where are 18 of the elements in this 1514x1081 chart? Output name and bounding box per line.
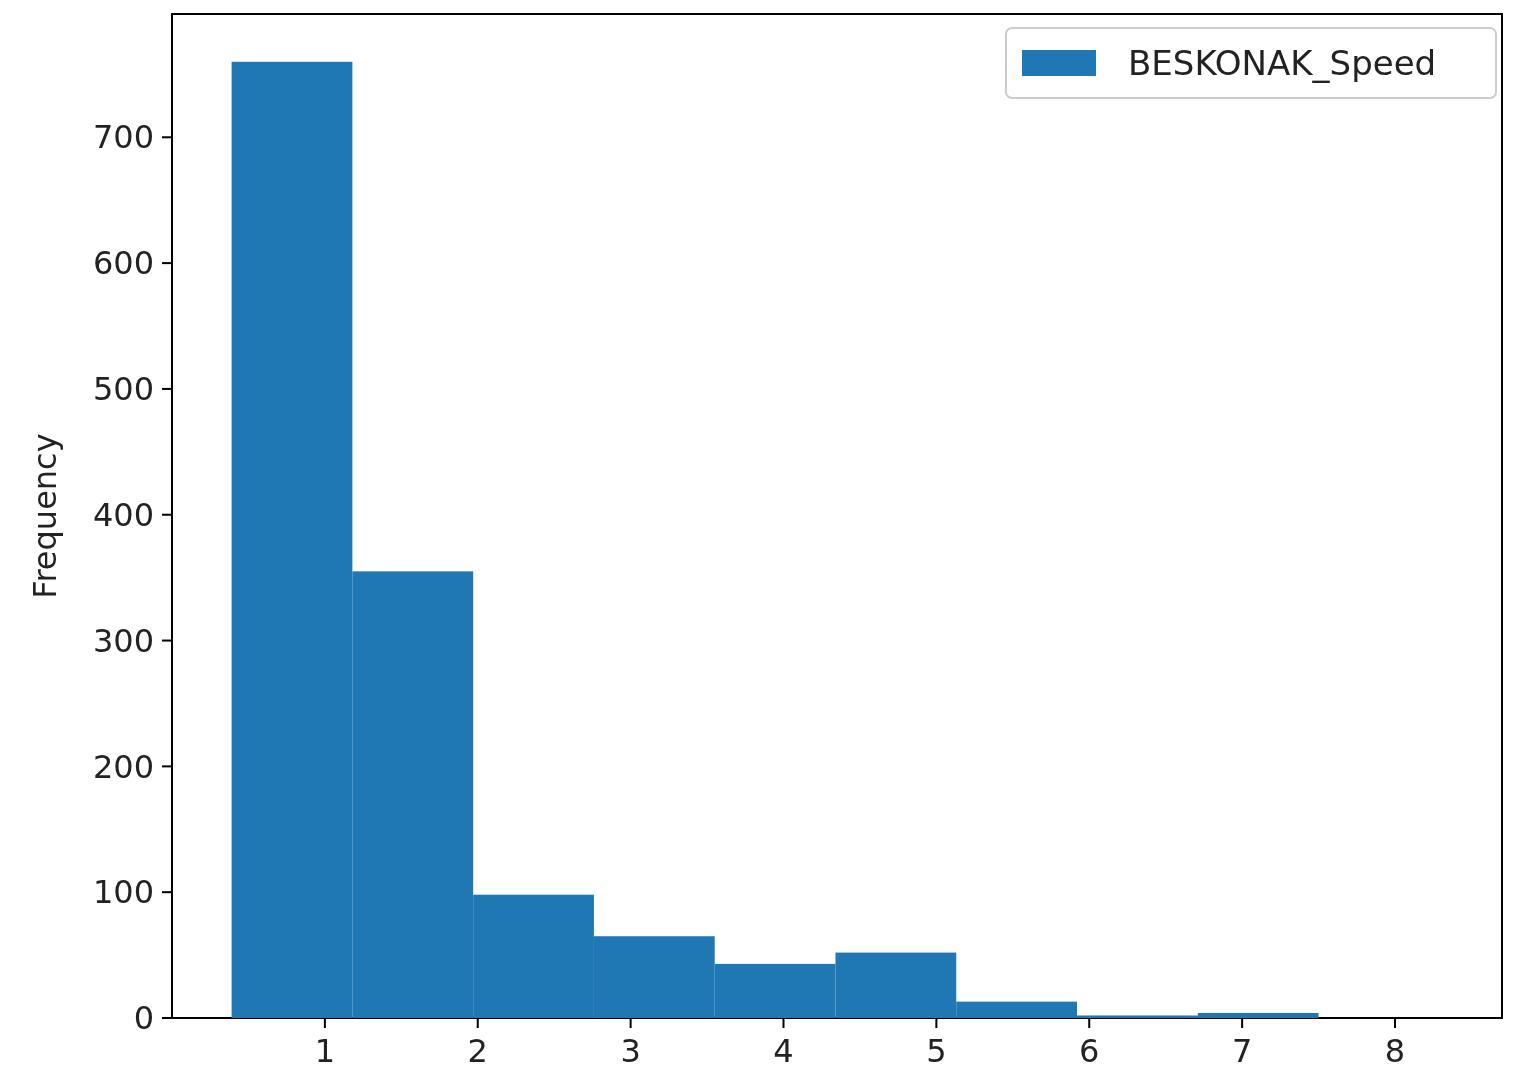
- x-tick-label: 6: [1079, 1032, 1100, 1070]
- y-tick-label: 400: [92, 495, 154, 534]
- y-tick-label: 500: [92, 370, 154, 409]
- y-tick-label: 300: [92, 621, 154, 660]
- x-tick-label: 2: [467, 1032, 488, 1070]
- y-tick-label: 600: [92, 244, 154, 283]
- x-tick-label: 4: [773, 1032, 794, 1070]
- y-tick-label: 700: [92, 118, 154, 157]
- y-tick-label: 0: [133, 999, 154, 1038]
- legend-label: BESKONAK_Speed: [1128, 42, 1437, 83]
- x-tick-label: 7: [1231, 1032, 1253, 1070]
- x-tick-label: 5: [926, 1032, 947, 1070]
- x-tick-label: 8: [1384, 1032, 1406, 1070]
- y-tick-label: 100: [92, 873, 154, 912]
- x-tick-label: 1: [314, 1032, 336, 1070]
- x-tick-label: 3: [620, 1032, 641, 1070]
- y-tick-label: 200: [92, 747, 154, 786]
- y-axis-title: Frequency: [26, 433, 64, 599]
